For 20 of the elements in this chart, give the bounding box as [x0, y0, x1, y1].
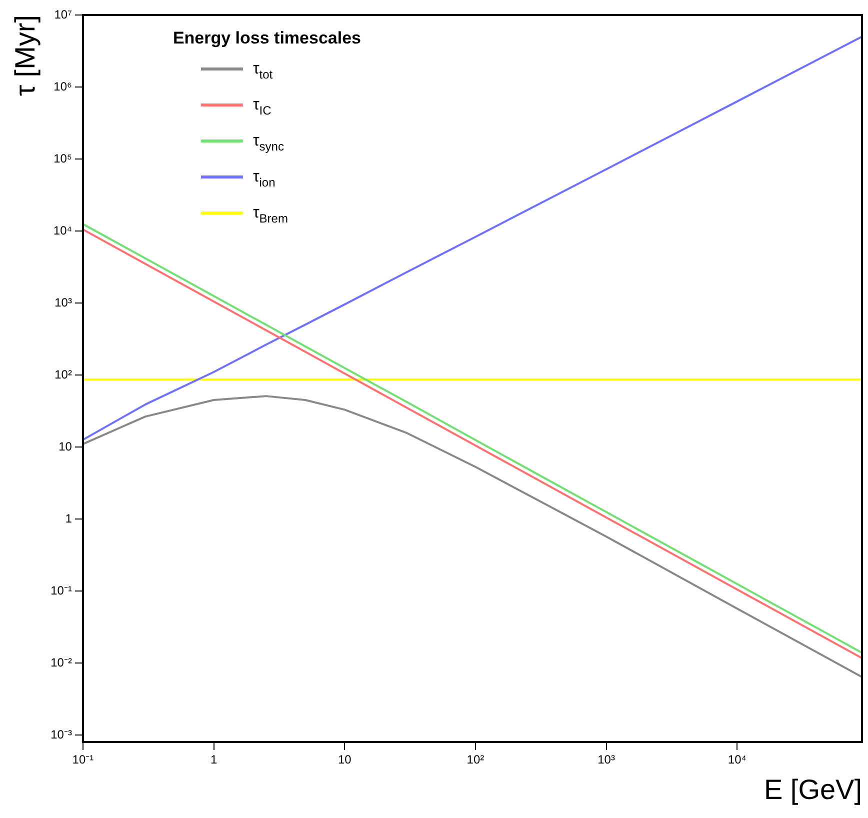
y-tick-label: 10⁷ [54, 7, 72, 22]
x-tick-label: 10 [338, 752, 352, 767]
y-tick-label: 10³ [54, 295, 72, 310]
y-tick-label: 10 [58, 439, 72, 454]
y-tick-label: 10⁶ [54, 79, 72, 94]
y-tick-label: 10⁻² [50, 655, 72, 670]
y-tick-label: 10⁻¹ [50, 583, 72, 598]
x-tick-label: 10⁴ [728, 752, 746, 767]
x-axis-title: E [GeV] [764, 774, 862, 805]
y-tick-label: 1 [65, 511, 72, 526]
y-tick-label: 10⁵ [54, 151, 72, 166]
y-tick-label: 10⁴ [53, 223, 72, 238]
x-tick-label: 10² [466, 752, 484, 767]
y-axis-title: τ [Myr] [10, 15, 41, 96]
x-tick-label: 1 [210, 752, 218, 767]
y-tick-label: 10⁻³ [50, 727, 72, 742]
x-tick-label: 10⁻¹ [72, 752, 94, 767]
legend-title: Energy loss timescales [172, 28, 361, 48]
x-tick-label: 10³ [598, 752, 615, 767]
y-tick-label: 10² [54, 367, 72, 382]
